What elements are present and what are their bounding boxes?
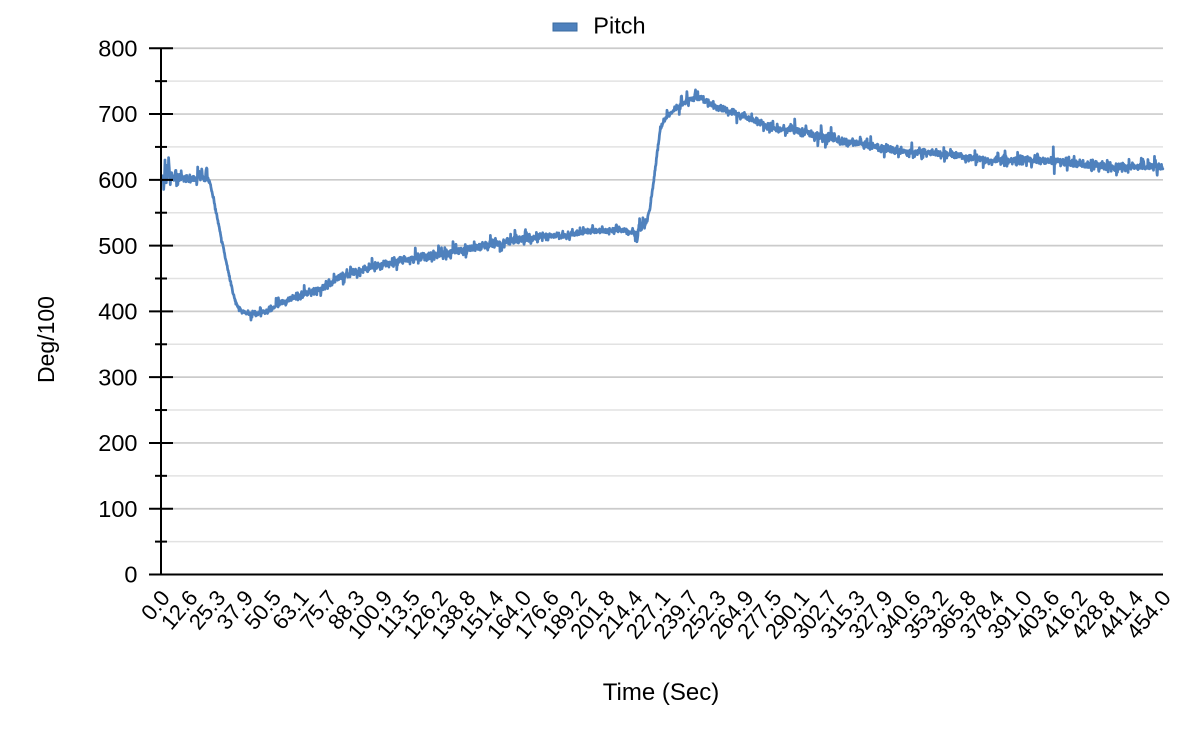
svg-text:400: 400 [98,299,137,325]
svg-text:200: 200 [98,430,137,456]
svg-text:600: 600 [98,167,137,193]
svg-text:800: 800 [98,35,137,61]
svg-text:500: 500 [98,233,137,259]
svg-text:Deg/100: Deg/100 [33,296,59,383]
svg-text:0: 0 [124,562,137,588]
svg-text:700: 700 [98,101,137,127]
svg-text:Time (Sec): Time (Sec) [603,679,719,706]
svg-text:100: 100 [98,496,137,522]
svg-text:300: 300 [98,364,137,390]
svg-text:Pitch: Pitch [593,13,645,39]
